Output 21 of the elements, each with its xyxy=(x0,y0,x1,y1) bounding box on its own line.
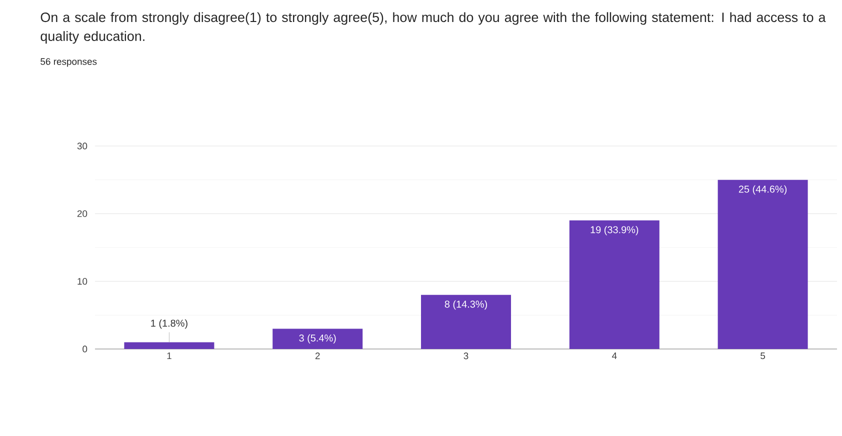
bar xyxy=(421,294,512,349)
x-tick-label: 4 xyxy=(612,352,617,360)
data-label: 8 (14.3%) xyxy=(444,300,487,310)
bar xyxy=(718,180,808,349)
chart-title: On a scale from strongly disagree(1) to strongly agree(5), how much do you agree with the following statement: I had access to a quality education. xyxy=(40,12,826,44)
y-tick-label: 20 xyxy=(77,210,88,218)
bar xyxy=(569,220,660,349)
data-label: 3 (5.4%) xyxy=(299,334,336,344)
data-label: 25 (44.6%) xyxy=(738,185,787,195)
y-tick-label: 0 xyxy=(82,346,88,352)
x-tick-label: 2 xyxy=(315,352,320,360)
y-tick-label: 30 xyxy=(77,142,88,150)
x-tick-label: 3 xyxy=(464,352,468,360)
x-tick-label: 5 xyxy=(760,352,766,360)
data-label: 19 (33.9%) xyxy=(590,226,638,236)
bar xyxy=(124,342,214,349)
bar xyxy=(272,328,363,349)
data-label: 1 (1.8%) xyxy=(151,319,188,329)
x-tick-label: 1 xyxy=(167,352,172,360)
chart-subtitle: 56 responses xyxy=(40,58,97,67)
y-tick-label: 10 xyxy=(78,278,88,285)
